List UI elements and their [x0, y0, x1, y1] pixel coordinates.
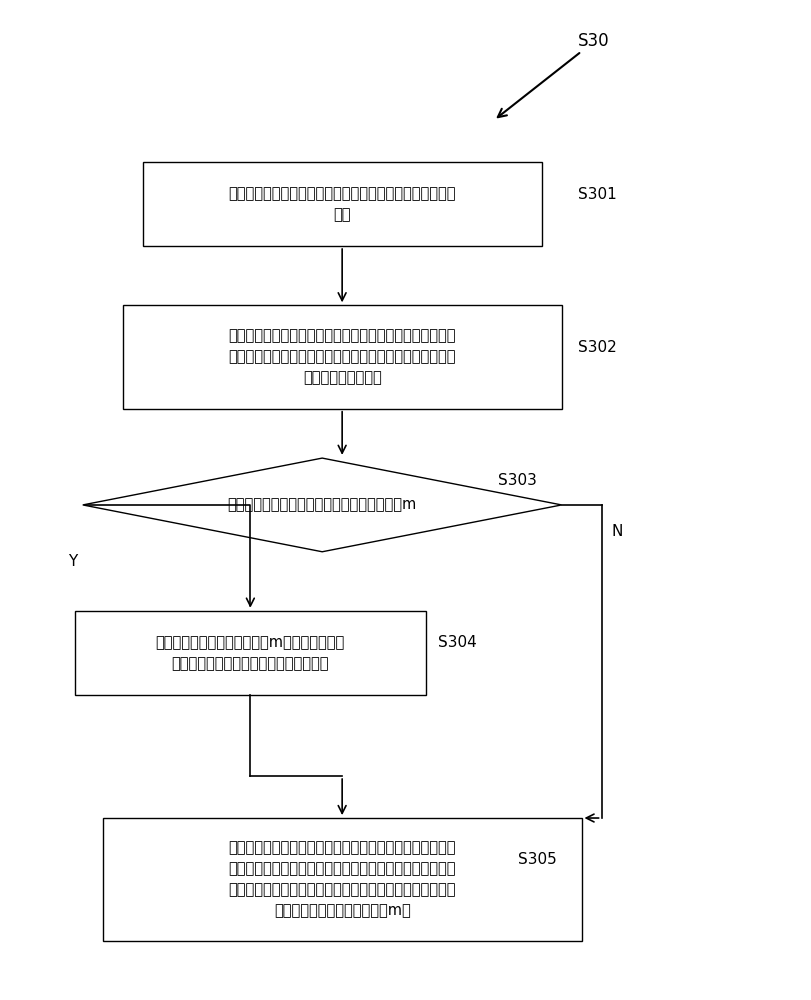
Text: 从当前空闲的功率模块中选择m个功率模块，且
将所选择的功率模块分配给第一电动汽车: 从当前空闲的功率模块中选择m个功率模块，且 将所选择的功率模块分配给第一电动汽车 [156, 635, 345, 671]
FancyBboxPatch shape [143, 162, 541, 246]
Text: S303: S303 [497, 473, 536, 488]
Text: S304: S304 [437, 635, 476, 650]
Text: 判断当前空闲的功率模块的个数是否大于等于m: 判断当前空闲的功率模块的个数是否大于等于m [227, 497, 416, 512]
Text: 若判断出当前正在充电的电动汽车中有至少一个电动汽车的
优先级低于第一电动汽车的优先级，则将至少一个电动汽车
设置为第二电动汽车: 若判断出当前正在充电的电动汽车中有至少一个电动汽车的 优先级低于第一电动汽车的优… [228, 329, 455, 386]
Text: S305: S305 [517, 852, 556, 867]
Text: S302: S302 [577, 340, 616, 355]
FancyBboxPatch shape [75, 611, 426, 695]
Text: S301: S301 [577, 187, 616, 202]
Text: N: N [611, 524, 622, 539]
Text: 将当前空闲的功率模块分配给所述第一电动汽车，且依次释
放已分配给第二电动汽车的功率模块，且将所释放的功率模
块分配给第一电动汽车，直至满足释放条件，或，所分配给: 将当前空闲的功率模块分配给所述第一电动汽车，且依次释 放已分配给第二电动汽车的功… [228, 841, 455, 919]
FancyBboxPatch shape [102, 818, 581, 941]
FancyBboxPatch shape [122, 305, 561, 409]
Text: 比较第一电动汽车的优先级与当前正在充电的电动汽车的优
先级: 比较第一电动汽车的优先级与当前正在充电的电动汽车的优 先级 [228, 186, 455, 222]
Text: Y: Y [67, 554, 77, 569]
Polygon shape [83, 458, 561, 552]
Text: S30: S30 [577, 32, 608, 50]
